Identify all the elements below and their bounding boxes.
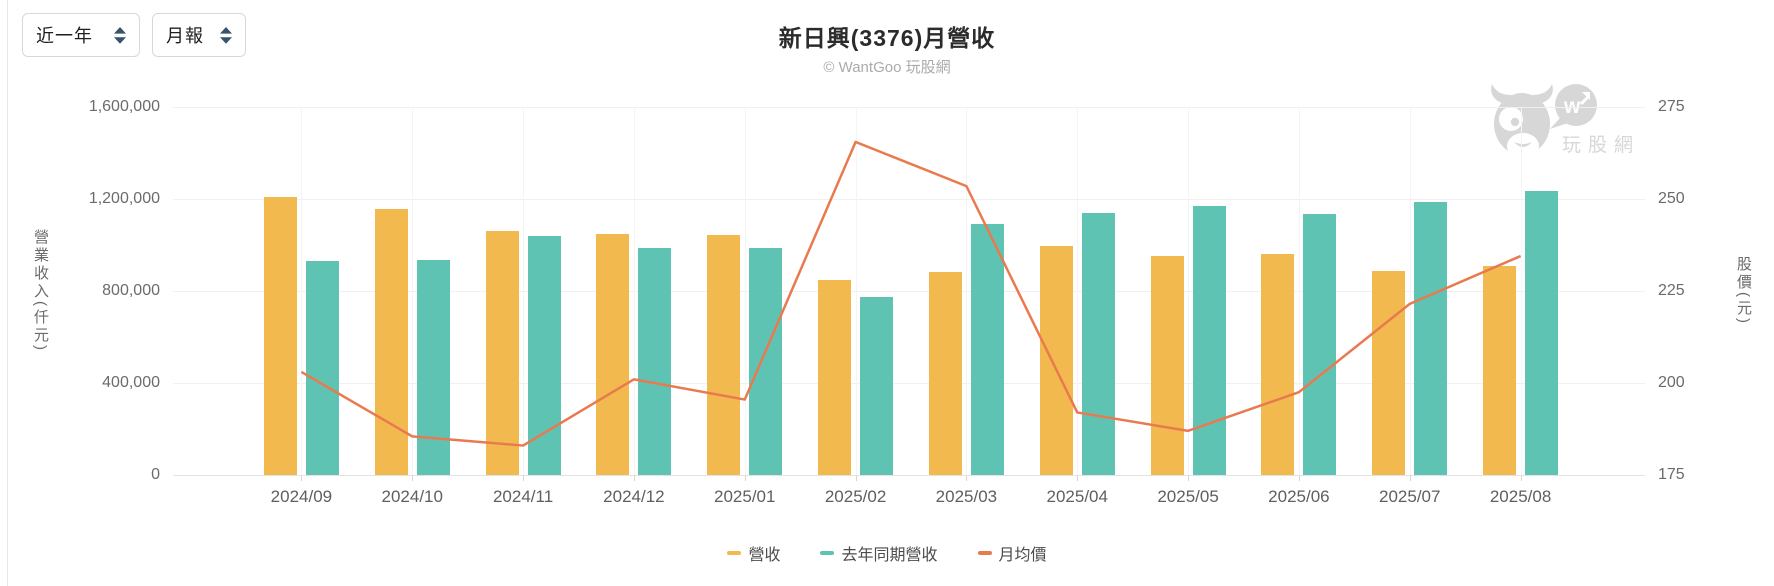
last-year-revenue-bar[interactable] <box>1192 205 1226 475</box>
v-gridline <box>1409 107 1411 475</box>
x-axis-label: 2024/10 <box>381 487 443 506</box>
x-axis-label: 2025/03 <box>935 487 998 506</box>
right-axis-tick-label: 200 <box>1658 374 1685 391</box>
x-axis-label: 2024/11 <box>492 487 554 506</box>
x-axis-label: 2025/07 <box>1379 487 1441 506</box>
last-year-revenue-bar[interactable] <box>527 236 561 475</box>
x-axis-label: 2025/05 <box>1157 487 1219 506</box>
last-year-revenue-bar[interactable] <box>1525 190 1559 475</box>
last-year-revenue-bar[interactable] <box>305 261 339 475</box>
left-axis-tick-label: 1,200,000 <box>88 190 160 207</box>
legend-label: 營收 <box>748 547 781 564</box>
report-type-value: 月報 <box>166 26 204 46</box>
period-range-select[interactable]: 近一年 <box>22 13 140 57</box>
page-subtitle: © WantGoo 玩股網 <box>823 59 951 76</box>
revenue-bar[interactable] <box>1372 270 1406 475</box>
period-range-value: 近一年 <box>36 26 93 46</box>
v-gridline <box>523 107 525 475</box>
x-axis-line <box>173 475 1645 476</box>
revenue-bar[interactable] <box>1150 256 1184 475</box>
v-gridline <box>1520 107 1522 475</box>
revenue-bar[interactable] <box>818 279 852 475</box>
x-axis-tick <box>301 476 303 481</box>
report-type-select[interactable]: 月報 <box>152 13 246 57</box>
v-gridline <box>855 107 857 475</box>
revenue-bar[interactable] <box>1261 253 1295 475</box>
legend-swatch-icon <box>977 551 992 555</box>
revenue-bar[interactable] <box>1483 265 1517 475</box>
legend-label: 去年同期營收 <box>841 547 938 564</box>
x-axis-tick <box>1409 476 1411 481</box>
v-gridline <box>412 107 414 475</box>
left-axis-tick-label: 1,600,000 <box>88 98 160 115</box>
x-axis-tick <box>855 476 857 481</box>
x-axis-tick <box>523 476 525 481</box>
legend-swatch-icon <box>820 551 835 555</box>
right-axis-tick-label: 175 <box>1658 466 1685 483</box>
left-axis-tick-label: 800,000 <box>102 282 160 299</box>
h-gridline <box>173 199 1645 200</box>
v-gridline <box>1077 107 1079 475</box>
h-gridline <box>173 107 1645 108</box>
left-axis-title: 營業收入(仟元) <box>32 229 49 353</box>
x-axis-label: 2025/02 <box>824 487 887 506</box>
h-gridline <box>173 383 1645 384</box>
last-year-revenue-bar[interactable] <box>638 248 672 475</box>
revenue-bar[interactable] <box>707 235 741 475</box>
sort-arrows-icon <box>114 26 126 44</box>
right-axis-tick-label: 225 <box>1658 282 1685 299</box>
last-year-revenue-bar[interactable] <box>860 296 894 475</box>
revenue-bar[interactable] <box>263 197 297 475</box>
sort-arrows-icon <box>220 26 232 44</box>
legend-label: 月均價 <box>998 547 1047 564</box>
left-axis-tick-label: 400,000 <box>102 374 160 391</box>
revenue-bar[interactable] <box>485 230 519 475</box>
x-axis-label: 2024/12 <box>603 487 665 506</box>
x-axis-tick <box>1520 476 1522 481</box>
legend-item-monthly-average-price[interactable]: 月均價 <box>977 541 1047 565</box>
x-axis-label: 2025/08 <box>1489 487 1552 506</box>
last-year-revenue-bar[interactable] <box>1303 214 1337 475</box>
revenue-bar[interactable] <box>1039 245 1073 475</box>
x-axis-tick <box>633 476 635 481</box>
revenue-bar[interactable] <box>596 233 630 475</box>
x-axis-label: 2025/04 <box>1046 487 1108 506</box>
legend-item-last-year-revenue[interactable]: 去年同期營收 <box>820 541 938 565</box>
v-gridline <box>1188 107 1190 475</box>
last-year-revenue-bar[interactable] <box>1414 201 1448 475</box>
x-axis-label: 2025/01 <box>714 487 776 506</box>
last-year-revenue-bar[interactable] <box>970 224 1004 475</box>
x-axis-tick <box>744 476 746 481</box>
monthly-average-price-line <box>300 140 1522 447</box>
x-axis-tick <box>966 476 968 481</box>
x-axis-tick <box>1298 476 1300 481</box>
chart-legend: 營收 去年同期營收 月均價 <box>0 541 1774 565</box>
legend-item-revenue[interactable]: 營收 <box>727 541 780 565</box>
right-axis-tick-label: 275 <box>1658 98 1685 115</box>
x-axis-tick <box>1188 476 1190 481</box>
x-axis-label: 2025/06 <box>1268 487 1330 506</box>
v-gridline <box>744 107 746 475</box>
last-year-revenue-bar[interactable] <box>749 248 783 475</box>
page-title: 新日興(3376)月營收 <box>778 25 996 51</box>
right-axis-tick-label: 250 <box>1658 190 1685 207</box>
x-axis-tick <box>412 476 414 481</box>
x-axis-tick <box>1077 476 1079 481</box>
v-gridline <box>301 107 303 475</box>
page-left-divider <box>7 0 8 586</box>
right-axis-title: 股價(元) <box>1735 256 1752 326</box>
left-axis-tick-label: 0 <box>151 466 160 483</box>
x-axis-label: 2024/09 <box>270 487 333 506</box>
h-gridline <box>173 291 1645 292</box>
revenue-bar[interactable] <box>928 271 962 475</box>
v-gridline <box>966 107 968 475</box>
last-year-revenue-bar[interactable] <box>1081 212 1115 475</box>
v-gridline <box>633 107 635 475</box>
legend-swatch-icon <box>727 551 742 555</box>
v-gridline <box>1298 107 1300 475</box>
